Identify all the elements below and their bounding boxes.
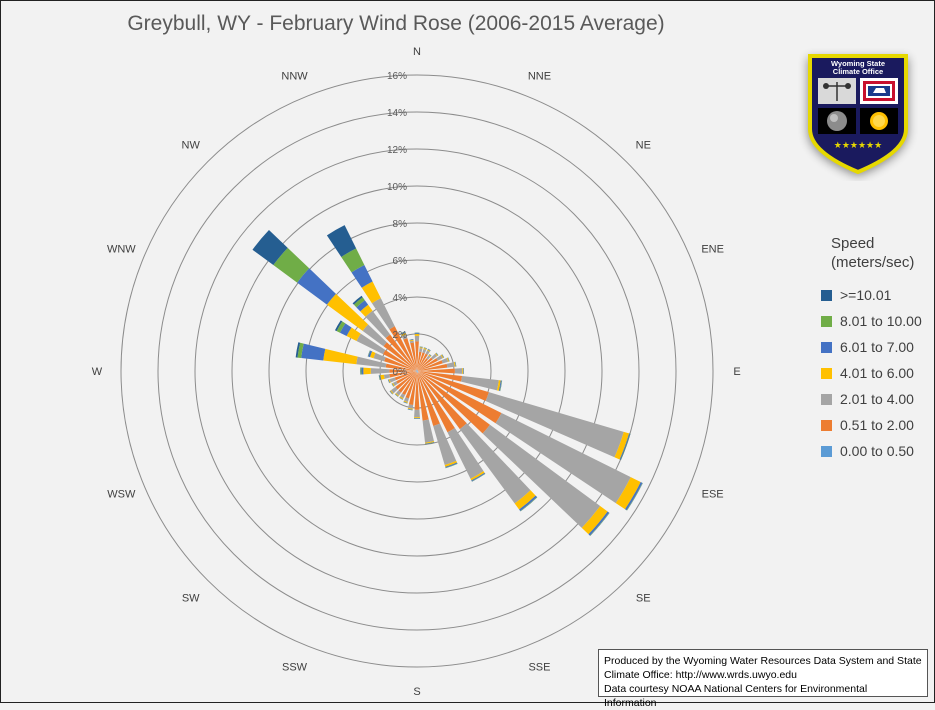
rose-bar-segment: [301, 344, 325, 361]
legend-label: 6.01 to 7.00: [840, 339, 914, 355]
direction-label: SSE: [528, 662, 550, 674]
legend-swatch: [821, 420, 832, 431]
legend-label: 0.51 to 2.00: [840, 417, 914, 433]
direction-label: ESE: [702, 488, 724, 500]
credit-line-3: Data courtesy NOAA National Centers for …: [604, 682, 922, 710]
legend-label: 8.01 to 10.00: [840, 313, 922, 329]
rose-bar-segment: [380, 375, 384, 380]
direction-label: N: [413, 46, 421, 58]
legend-swatch: [821, 290, 832, 301]
radial-tick-label: 8%: [393, 219, 408, 230]
credit-box: Produced by the Wyoming Water Resources …: [598, 649, 928, 697]
direction-label: ENE: [701, 244, 724, 256]
direction-label: WSW: [107, 488, 136, 500]
legend-swatch: [821, 394, 832, 405]
legend-label: 2.01 to 4.00: [840, 391, 914, 407]
legend-label: 4.01 to 6.00: [840, 365, 914, 381]
direction-label: NNE: [528, 70, 551, 82]
radial-tick-label: 14%: [387, 108, 407, 119]
rose-bar-segment: [361, 367, 362, 374]
rose-bar-segment: [418, 369, 455, 374]
rose-bar-segment: [323, 349, 357, 364]
legend-item: 0.51 to 2.00: [821, 412, 922, 438]
legend: Speed (meters/sec) >=10.01 8.01 to 10.00 6…: [821, 234, 922, 464]
radial-tick-label: 0%: [393, 367, 408, 378]
rose-bar-segment: [415, 334, 420, 336]
legend-title: Speed (meters/sec): [831, 234, 922, 272]
logo-stars: ★★★★★★: [834, 141, 882, 151]
legend-item: 8.01 to 10.00: [821, 308, 922, 334]
credit-line-2: Climate Office: http://www.wrds.uwyo.edu: [604, 668, 922, 682]
legend-item: 4.01 to 6.00: [821, 360, 922, 386]
legend-title-line-2: (meters/sec): [831, 253, 922, 272]
radial-tick-labels: 0% 2% 4% 6% 8% 10% 12% 14% 16%: [387, 71, 407, 378]
direction-label: NNW: [281, 70, 308, 82]
rose-bar-segment: [371, 368, 390, 374]
rose-bar-segment: [408, 404, 413, 408]
rose-bars: [252, 225, 642, 536]
legend-swatch: [821, 446, 832, 457]
legend-items: >=10.01 8.01 to 10.00 6.01 to 7.00 4.01 to …: [821, 282, 922, 464]
rose-bar-segment: [363, 368, 370, 375]
rose-bar-segment: [414, 410, 420, 417]
rose-bar-segment: [389, 378, 395, 383]
rose-bar-segment: [419, 348, 422, 352]
radial-tick-label: 16%: [387, 71, 407, 82]
direction-label: SSW: [282, 662, 308, 674]
rose-bar-segment: [384, 374, 390, 379]
legend-title-line-1: Speed: [831, 234, 922, 253]
radial-tick-label: 10%: [387, 182, 407, 193]
rose-bar-segment: [455, 368, 462, 374]
legend-item: 6.01 to 7.00: [821, 334, 922, 360]
legend-label: 0.00 to 0.50: [840, 443, 914, 459]
radial-tick-label: 6%: [393, 256, 408, 267]
legend-item: >=10.01: [821, 282, 922, 308]
legend-item: 0.00 to 0.50: [821, 438, 922, 464]
direction-label: NE: [636, 140, 651, 152]
direction-label: SW: [182, 592, 200, 604]
climate-office-logo: Wyoming State Climate Office ★★★★★★: [798, 46, 918, 181]
rose-bar-segment: [415, 333, 420, 334]
direction-label: E: [733, 366, 740, 378]
direction-label: W: [92, 366, 103, 378]
direction-label: WNW: [107, 244, 136, 256]
rose-bar-segment: [414, 417, 420, 418]
logo-text-2: Climate Office: [833, 67, 883, 76]
rose-bar-segment: [362, 368, 364, 375]
direction-label: NW: [182, 140, 201, 152]
legend-swatch: [821, 316, 832, 327]
radial-tick-label: 2%: [393, 330, 408, 341]
rose-bar-segment: [415, 336, 419, 342]
legend-swatch: [821, 342, 832, 353]
legend-swatch: [821, 368, 832, 379]
legend-item: 2.01 to 4.00: [821, 386, 922, 412]
radial-tick-label: 4%: [393, 293, 408, 304]
legend-label: >=10.01: [840, 287, 891, 303]
rose-bar-segment: [447, 362, 455, 368]
rose-bar-segment: [462, 368, 463, 374]
rose-bar-segment: [423, 420, 434, 443]
radial-tick-label: 12%: [387, 145, 407, 156]
credit-line-1: Produced by the Wyoming Water Resources …: [604, 654, 922, 668]
direction-label: SE: [636, 592, 651, 604]
direction-label: S: [413, 686, 420, 698]
